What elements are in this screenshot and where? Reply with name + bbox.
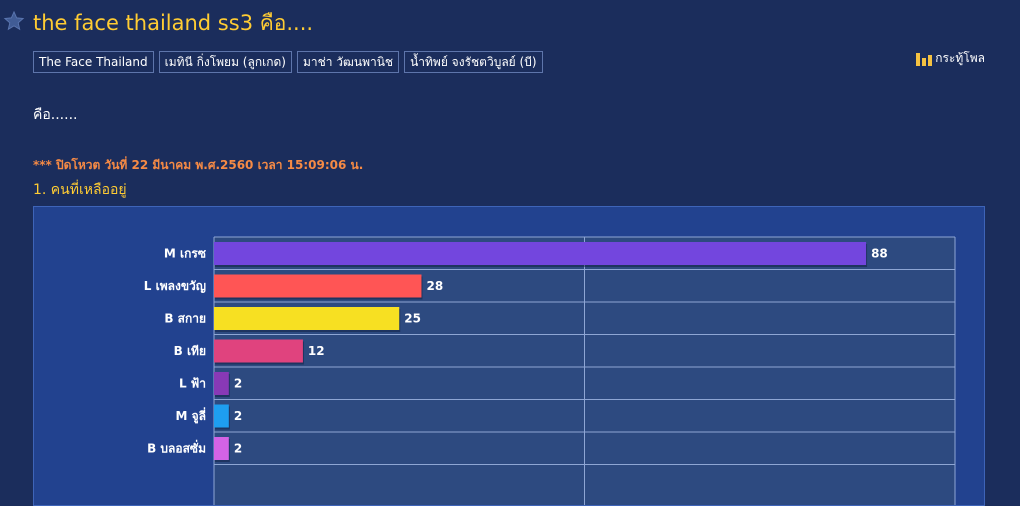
tag-metinee[interactable]: เมทินี กิ่งโพยม (ลูกเกด)	[158, 51, 292, 73]
bar-category-label: L ฟ้า	[179, 376, 206, 390]
bar-value-label: 12	[308, 344, 325, 358]
bar-value-label: 2	[234, 376, 242, 390]
tag-the-face-thailand[interactable]: The Face Thailand	[33, 51, 154, 73]
bar	[214, 242, 867, 265]
bar-chart-icon	[916, 52, 933, 66]
poll-topic-link[interactable]: กระทู้โพล	[916, 49, 985, 68]
topic-body: คือ......	[33, 107, 78, 123]
topic-title: the face thailand ss3 คือ....	[33, 11, 314, 35]
bar-category-label: L เพลงขวัญ	[144, 279, 206, 293]
bar-value-label: 28	[426, 279, 443, 293]
bar-category-label: B บลอสซั่ม	[147, 439, 206, 455]
bar-category-label: B สกาย	[164, 311, 206, 325]
tag-list: The Face Thailand เมทินี กิ่งโพยม (ลูกเก…	[33, 51, 543, 73]
poll-close-note: *** ปิดโหวต วันที่ 22 มีนาคม พ.ศ.2560 เว…	[33, 158, 364, 172]
bar	[214, 437, 229, 460]
poll-topic-label: กระทู้โพล	[935, 51, 985, 65]
bar-value-label: 25	[404, 311, 421, 325]
bar	[214, 372, 229, 395]
bar	[214, 307, 400, 330]
tag-masha[interactable]: มาช่า วัฒนพานิช	[296, 51, 400, 73]
bar	[214, 339, 303, 363]
poll-result-chart: M เกรซ 88 L เพลงขวัญ 28 B สกาย 25 B เทีย 12 L ฟ้…	[33, 206, 985, 506]
bar-category-label: B เทีย	[174, 344, 206, 358]
bar-chart: M เกรซ 88 L เพลงขวัญ 28 B สกาย 25 B เทีย 12 L ฟ้…	[144, 236, 956, 505]
bar-value-label: 2	[234, 409, 242, 423]
bar	[214, 404, 229, 428]
bar	[214, 274, 422, 298]
bar-category-label: M จูลี่	[175, 407, 206, 424]
bar-value-label: 2	[234, 441, 242, 455]
bar-value-label: 88	[871, 246, 888, 260]
favorite-star-icon[interactable]	[3, 10, 25, 32]
poll-question: 1. คนที่เหลืออยู่	[33, 182, 127, 198]
bar-category-label: M เกรซ	[164, 246, 206, 260]
tag-namthip[interactable]: น้ำทิพย์ จงรัชตวิบูลย์ (บี)	[404, 51, 543, 73]
